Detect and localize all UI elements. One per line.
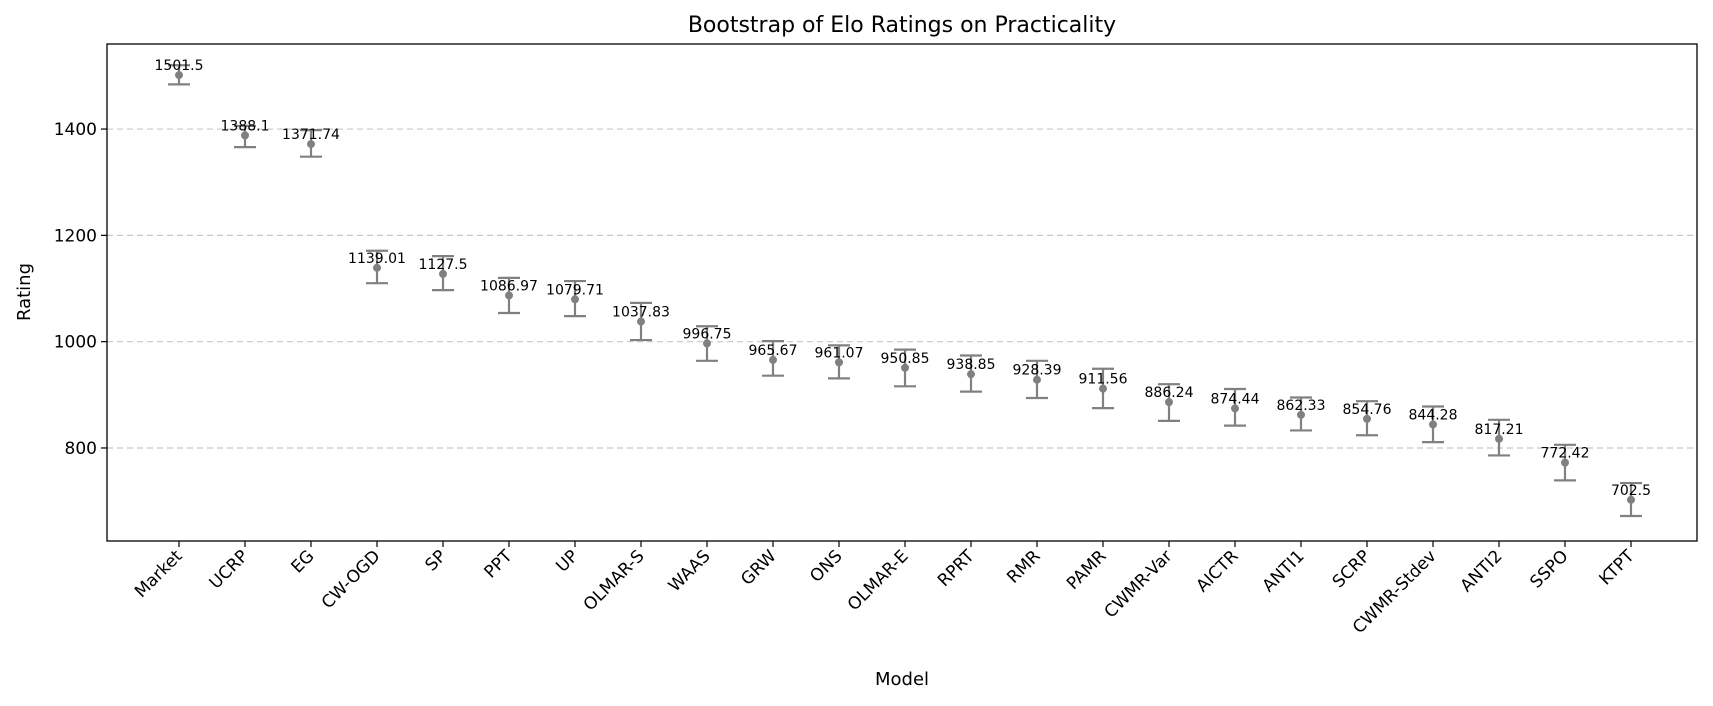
data-point — [1231, 404, 1239, 413]
y-tick-label: 1000 — [54, 333, 97, 353]
x-tick-label: WAAS — [665, 546, 715, 596]
data-label: 844.28 — [1409, 407, 1458, 423]
data-point — [967, 370, 975, 379]
y-axis-title: Rating — [14, 263, 35, 321]
x-tick-label: RMR — [1003, 546, 1044, 587]
x-tick-label: KTPT — [1596, 546, 1639, 589]
data-point — [1495, 434, 1503, 443]
data-point — [1561, 458, 1569, 467]
data-point — [373, 263, 381, 272]
x-tick-label: SSPO — [1526, 546, 1572, 592]
data-label: 950.85 — [881, 351, 930, 367]
x-tick-label: SP — [422, 546, 451, 575]
data-point — [571, 295, 579, 304]
data-label: 1501.5 — [155, 58, 204, 74]
data-label: 702.5 — [1611, 483, 1651, 499]
data-label: 961.07 — [815, 345, 864, 361]
x-tick-label: RPRT — [934, 546, 979, 591]
data-label: 874.44 — [1211, 391, 1260, 407]
x-tick-label: OLMAR-E — [844, 546, 913, 615]
data-point — [1099, 384, 1107, 393]
data-point — [241, 131, 249, 140]
data-label: 928.39 — [1013, 363, 1062, 379]
y-tick-label: 800 — [65, 439, 97, 459]
marks-layer: 1501.5 1388.1 1371.74 1139.01 1127.5 1086.97 1… — [155, 58, 1651, 518]
data-point — [1363, 414, 1371, 423]
data-label: 854.76 — [1343, 402, 1392, 418]
x-tick-label: GRW — [737, 546, 780, 589]
data-point — [703, 339, 711, 348]
data-point — [637, 317, 645, 326]
x-axis-title: Model — [875, 669, 929, 690]
data-point — [439, 269, 447, 278]
x-tick-label: ANTI1 — [1259, 546, 1309, 596]
data-label: 862.33 — [1277, 398, 1326, 414]
data-label: 996.75 — [683, 326, 732, 342]
y-tick-label: 1400 — [54, 120, 97, 140]
x-tick-label: ONS — [806, 546, 846, 586]
x-tick-label: Market — [131, 546, 187, 602]
data-label: 886.24 — [1145, 385, 1194, 401]
x-tick-label: OLMAR-S — [580, 546, 649, 615]
data-point — [835, 358, 843, 367]
data-label: 1139.01 — [348, 251, 406, 267]
x-tick-label: UCRP — [206, 546, 253, 593]
data-point — [901, 363, 909, 372]
x-tick-label: PPT — [481, 546, 517, 582]
x-tick-label: CW-OGD — [318, 546, 385, 613]
y-tick-label: 1200 — [54, 226, 97, 246]
plot-frame — [106, 43, 1698, 542]
data-label: 938.85 — [947, 357, 996, 373]
data-label: 911.56 — [1079, 372, 1128, 388]
data-point — [307, 140, 315, 149]
data-label: 1371.74 — [282, 127, 340, 143]
x-tick-label: ANTI2 — [1457, 546, 1507, 596]
data-point — [1627, 495, 1635, 504]
data-point — [1033, 375, 1041, 384]
grid-layer — [107, 128, 1697, 449]
data-point — [175, 71, 183, 80]
data-label: 817.21 — [1475, 422, 1524, 438]
data-point — [1297, 410, 1305, 419]
data-label: 772.42 — [1541, 446, 1590, 462]
chart-title: Bootstrap of Elo Ratings on Practicality — [688, 13, 1116, 38]
data-point — [505, 291, 513, 300]
data-label: 965.67 — [749, 343, 798, 359]
x-tick-label: UP — [552, 546, 582, 576]
x-tick-label: SCRP — [1329, 546, 1375, 592]
data-point — [1165, 398, 1173, 407]
x-tick-label: EG — [287, 546, 318, 577]
x-tick-label: CWMR-Var — [1101, 546, 1177, 622]
data-label: 1127.5 — [419, 257, 468, 273]
data-label: 1388.1 — [221, 118, 270, 134]
data-label: 1037.83 — [612, 305, 670, 321]
x-tick-label: PAMR — [1063, 546, 1111, 594]
data-label: 1086.97 — [480, 278, 538, 294]
data-point — [1429, 420, 1437, 429]
data-label: 1079.71 — [546, 282, 604, 298]
x-tick-label: AICTR — [1193, 546, 1243, 596]
data-point — [769, 355, 777, 364]
